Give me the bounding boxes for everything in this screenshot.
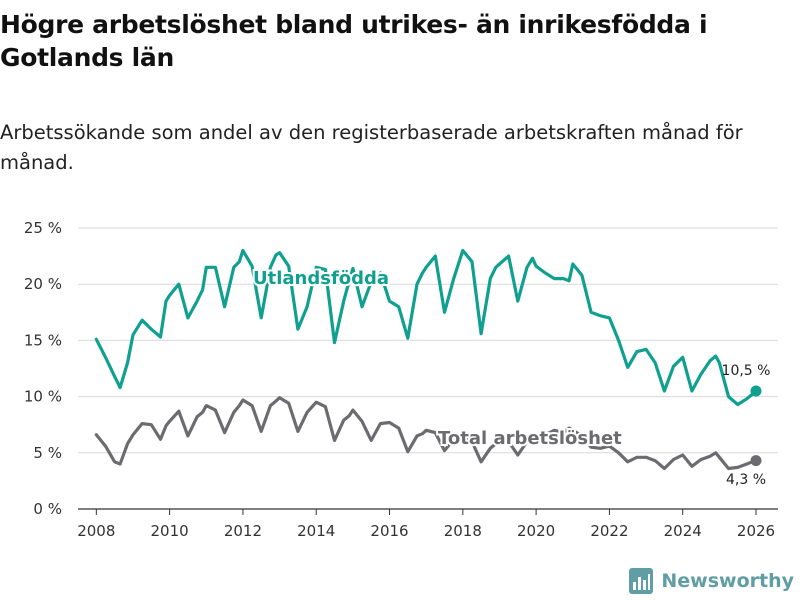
x-tick-label: 2026 xyxy=(737,522,775,540)
y-tick-label: 25 % xyxy=(24,219,62,237)
x-tick-label: 2022 xyxy=(590,522,628,540)
chart-title: Högre arbetslöshet bland utrikes- än inr… xyxy=(0,10,708,72)
end-label-total: 4,3 % xyxy=(726,472,766,488)
series-line-total xyxy=(94,396,758,471)
brand-name: Newsworthy xyxy=(661,570,794,592)
y-tick-label: 15 % xyxy=(24,331,62,349)
x-tick-label: 2014 xyxy=(297,522,335,540)
x-tick-label: 2016 xyxy=(370,522,408,540)
y-tick-labels: 0 % 5 % 10 % 15 % 20 % 25 % xyxy=(24,219,62,518)
x-tick-label: 2010 xyxy=(151,522,189,540)
x-tick-labels: 2008 2010 2012 2014 2016 2018 2020 2022 2024 2026 xyxy=(77,522,775,540)
brand-logo: Newsworthy xyxy=(629,568,794,594)
y-tick-label: 0 % xyxy=(33,500,62,518)
chart-subtitle: Arbetssökande som andel av den registerb… xyxy=(0,121,743,174)
x-ticks xyxy=(95,509,757,515)
y-tick-label: 5 % xyxy=(33,444,62,462)
newsworthy-logo-icon xyxy=(629,568,654,594)
y-tick-label: 20 % xyxy=(24,275,62,293)
x-tick-label: 2020 xyxy=(517,522,555,540)
x-tick-label: 2024 xyxy=(664,522,702,540)
y-tick-label: 10 % xyxy=(24,388,62,406)
series-label-foreign-born: Utlandsfödda xyxy=(253,268,389,289)
series-labels: Utlandsfödda Total arbetslöshet xyxy=(251,266,624,451)
end-marker-total xyxy=(750,455,762,467)
series-lines xyxy=(94,248,758,471)
end-label-foreign-born: 10,5 % xyxy=(722,363,771,379)
series-line-foreign-born xyxy=(94,248,758,407)
end-labels: 10,5 % 4,3 % xyxy=(722,363,771,488)
x-tick-label: 2018 xyxy=(444,522,482,540)
end-marker-foreign-born xyxy=(750,385,762,397)
x-tick-label: 2012 xyxy=(224,522,262,540)
end-markers xyxy=(750,385,762,467)
y-gridlines xyxy=(78,227,778,454)
series-label-total: Total arbetslöshet xyxy=(438,428,622,449)
x-tick-label: 2008 xyxy=(77,522,115,540)
